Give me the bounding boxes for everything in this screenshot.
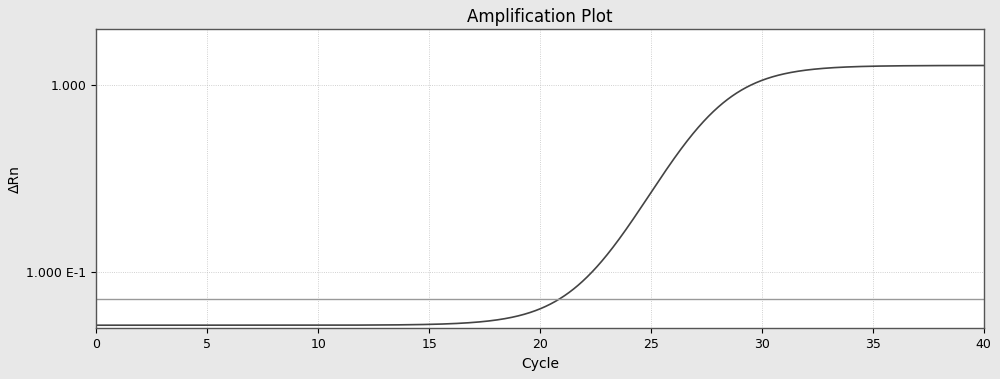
- Title: Amplification Plot: Amplification Plot: [467, 8, 613, 26]
- X-axis label: Cycle: Cycle: [521, 357, 559, 371]
- Y-axis label: ΔRn: ΔRn: [8, 165, 22, 193]
